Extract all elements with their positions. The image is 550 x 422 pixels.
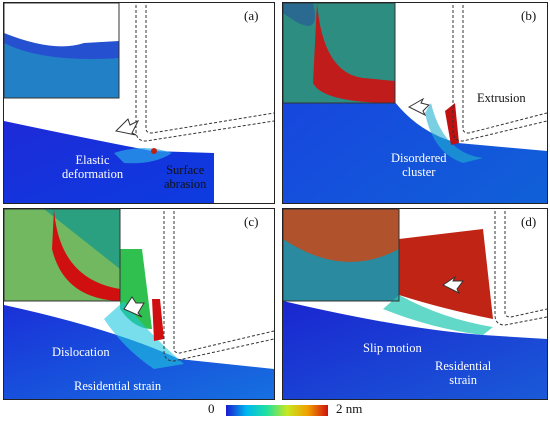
panel-d-label: (d) [521,214,537,229]
panel-a: (a) Elastic deformation Surface abrasion [3,2,275,204]
colorbar [226,405,328,416]
panel-b-annotation-2: Disordered cluster [391,151,447,179]
panel-a-label: (a) [244,8,259,23]
panel-c-annotation-1: Dislocation [52,345,110,359]
panel-d-annotation-1: Slip motion [363,341,422,355]
colorbar-min-label: 0 [208,401,215,416]
panel-c: (c) Dislocation Residential strain [3,208,275,400]
panel-c-annotation-2: Residential strain [74,379,162,393]
panel-c-label: (c) [244,214,259,229]
panel-a-annotation-1: Elastic deformation [62,153,124,181]
panel-c-simulation [4,209,274,399]
panel-b-label: (b) [521,8,537,23]
panel-b: (b) Extrusion Disordered cluster [282,2,548,204]
panel-a-annotation-2: Surface abrasion [164,163,207,191]
panel-b-simulation [283,3,547,203]
panel-d-simulation [283,209,547,399]
panel-b-annotation-1: Extrusion [477,91,526,105]
panel-d: (d) Slip motion Residential strain [282,208,548,400]
panel-a-simulation [4,3,274,203]
panel-d-annotation-2: Residential strain [435,359,492,387]
colorbar-max-label: 2 nm [336,401,363,416]
